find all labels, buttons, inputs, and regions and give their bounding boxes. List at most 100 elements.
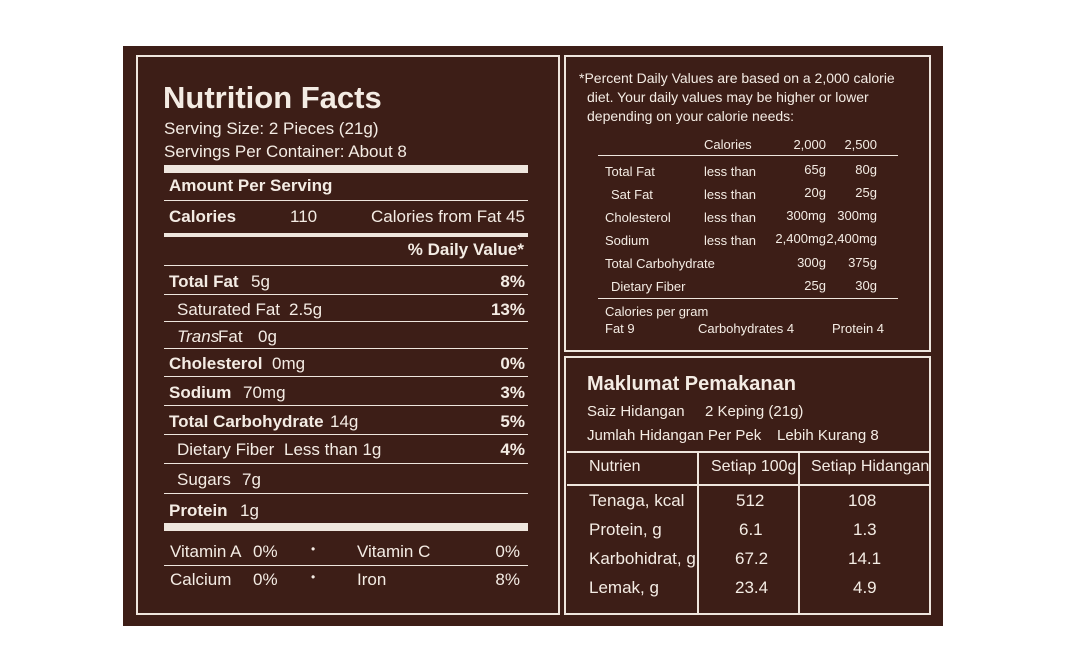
footnote-row-v2: 30g bbox=[855, 278, 877, 293]
divider bbox=[164, 463, 528, 464]
cholesterol-label: Cholesterol bbox=[169, 354, 263, 373]
divider bbox=[164, 565, 528, 566]
amount-per-serving: Amount Per Serving bbox=[169, 176, 333, 195]
divider bbox=[598, 155, 898, 156]
footnote-line-3: depending on your calorie needs: bbox=[587, 108, 795, 124]
calories-label: Calories bbox=[169, 207, 237, 226]
servings-per-container: Servings Per Container: About 8 bbox=[164, 142, 407, 161]
vitamin-separator: • bbox=[311, 542, 316, 556]
footnote-row-cond: less than bbox=[704, 210, 757, 225]
column-header-per-serving: Setiap Hidangan bbox=[811, 458, 930, 475]
iron-label: Iron bbox=[357, 570, 387, 589]
footnote-row-v1: 25g bbox=[804, 278, 826, 293]
table-column-divider bbox=[697, 451, 699, 613]
mk-row-per100g: 67.2 bbox=[735, 549, 769, 568]
footnote-row-nutrient: Total Fat bbox=[605, 164, 655, 179]
divider bbox=[164, 200, 528, 201]
protein-amount: 1g bbox=[240, 501, 259, 520]
sugars-amount: 7g bbox=[242, 470, 261, 489]
vitamin-c-value: 0% bbox=[495, 542, 520, 561]
dietary-fiber-label: Dietary Fiber bbox=[177, 440, 275, 459]
footnote-row-v1: 20g bbox=[804, 185, 826, 200]
mk-row-perserving: 14.1 bbox=[848, 549, 882, 568]
medium-rule bbox=[164, 233, 528, 237]
maklumat-title: Maklumat Pemakanan bbox=[587, 373, 796, 395]
divider bbox=[164, 348, 528, 349]
saturated-fat-dv: 13% bbox=[490, 300, 525, 319]
daily-values-footnote-box bbox=[564, 55, 931, 352]
mk-row-per100g: 512 bbox=[736, 491, 765, 510]
trans-fat-label: Trans bbox=[177, 327, 220, 346]
fat-per-gram: Fat 9 bbox=[605, 321, 635, 336]
protein-per-gram: Protein 4 bbox=[832, 321, 885, 336]
table-header-rule bbox=[567, 484, 929, 486]
divider bbox=[164, 405, 528, 406]
footnote-row-nutrient: Dietary Fiber bbox=[611, 279, 686, 294]
footnote-row-cond: less than bbox=[704, 233, 757, 248]
divider bbox=[164, 434, 528, 435]
saiz-hidangan-label: Saiz Hidangan bbox=[587, 403, 685, 420]
footnote-row-v1: 2,400mg bbox=[775, 231, 826, 246]
mk-row-nutrien: Tenaga, kcal bbox=[589, 491, 685, 510]
footnote-row-v1: 65g bbox=[804, 162, 826, 177]
cholesterol-dv: 0% bbox=[500, 354, 525, 373]
mk-row-perserving: 1.3 bbox=[853, 520, 877, 539]
calories-from-fat-label: Calories from Fat bbox=[371, 207, 502, 226]
divider bbox=[164, 294, 528, 295]
footnote-row-v1: 300mg bbox=[786, 208, 826, 223]
footnote-line-1: *Percent Daily Values are based on a 2,0… bbox=[579, 70, 895, 86]
vitamin-c-label: Vitamin C bbox=[357, 542, 431, 561]
mk-row-perserving: 4.9 bbox=[853, 578, 877, 597]
calories-value: 110 bbox=[290, 207, 318, 226]
total-carbohydrate-dv: 5% bbox=[500, 412, 525, 431]
calories-per-gram: Calories per gram bbox=[605, 304, 709, 319]
vitamin-a-label: Vitamin A bbox=[170, 542, 242, 561]
mk-row-per100g: 23.4 bbox=[735, 578, 769, 597]
footnote-row-nutrient: Total Carbohydrate bbox=[605, 256, 715, 271]
footnote-row-nutrient: Sat Fat bbox=[611, 187, 653, 202]
cholesterol-amount: 0mg bbox=[272, 354, 306, 373]
footnote-header-2000: 2,000 bbox=[793, 137, 826, 152]
footnote-row-v2: 375g bbox=[848, 255, 877, 270]
calcium-value: 0% bbox=[253, 570, 278, 589]
mk-row-nutrien: Lemak, g bbox=[589, 578, 659, 597]
sodium-amount: 70mg bbox=[243, 383, 286, 402]
nutrition-facts-title: Nutrition Facts bbox=[163, 80, 382, 115]
footnote-line-2: diet. Your daily values may be higher or… bbox=[587, 89, 869, 105]
footnote-row-v2: 300mg bbox=[837, 208, 877, 223]
carbs-per-gram: Carbohydrates 4 bbox=[698, 321, 795, 336]
saturated-fat-label: Saturated Fat bbox=[177, 300, 281, 319]
nutrition-facts-box bbox=[136, 55, 560, 615]
sodium-label: Sodium bbox=[169, 383, 232, 402]
table-column-divider bbox=[798, 451, 800, 613]
vitamin-separator: • bbox=[311, 570, 316, 584]
divider bbox=[164, 265, 528, 266]
calories-from-fat-value: 45 bbox=[506, 207, 525, 226]
thick-rule bbox=[164, 165, 528, 173]
saturated-fat-amount: 2.5g bbox=[289, 300, 323, 319]
dietary-fiber-amount: Less than 1g bbox=[284, 440, 382, 459]
divider bbox=[164, 493, 528, 494]
divider bbox=[164, 321, 528, 322]
mk-row-perserving: 108 bbox=[848, 491, 877, 510]
footnote-row-cond: less than bbox=[704, 164, 757, 179]
calcium-label: Calcium bbox=[170, 570, 232, 589]
jumlah-hidangan-label: Jumlah Hidangan Per Pek bbox=[587, 427, 762, 444]
footnote-row-cond: less than bbox=[704, 187, 757, 202]
column-header-per100g: Setiap 100g bbox=[711, 458, 797, 475]
total-carbohydrate-amount: 14g bbox=[330, 412, 359, 431]
footnote-row-v1: 300g bbox=[797, 255, 826, 270]
footnote-row-nutrient: Cholesterol bbox=[605, 210, 671, 225]
total-fat-dv: 8% bbox=[500, 272, 525, 291]
footnote-header-2500: 2,500 bbox=[844, 137, 877, 152]
table-top-rule bbox=[567, 451, 929, 453]
total-fat-amount: 5g bbox=[251, 272, 270, 291]
iron-value: 8% bbox=[495, 570, 520, 589]
footnote-header-calories: Calories bbox=[704, 137, 752, 152]
footnote-row-v2: 2,400mg bbox=[826, 231, 877, 246]
daily-value-header: % Daily Value* bbox=[407, 240, 524, 259]
total-fat-label: Total Fat bbox=[169, 272, 239, 291]
column-header-nutrien: Nutrien bbox=[589, 458, 641, 475]
protein-label: Protein bbox=[169, 501, 228, 520]
saiz-hidangan-value: 2 Keping (21g) bbox=[705, 403, 804, 420]
